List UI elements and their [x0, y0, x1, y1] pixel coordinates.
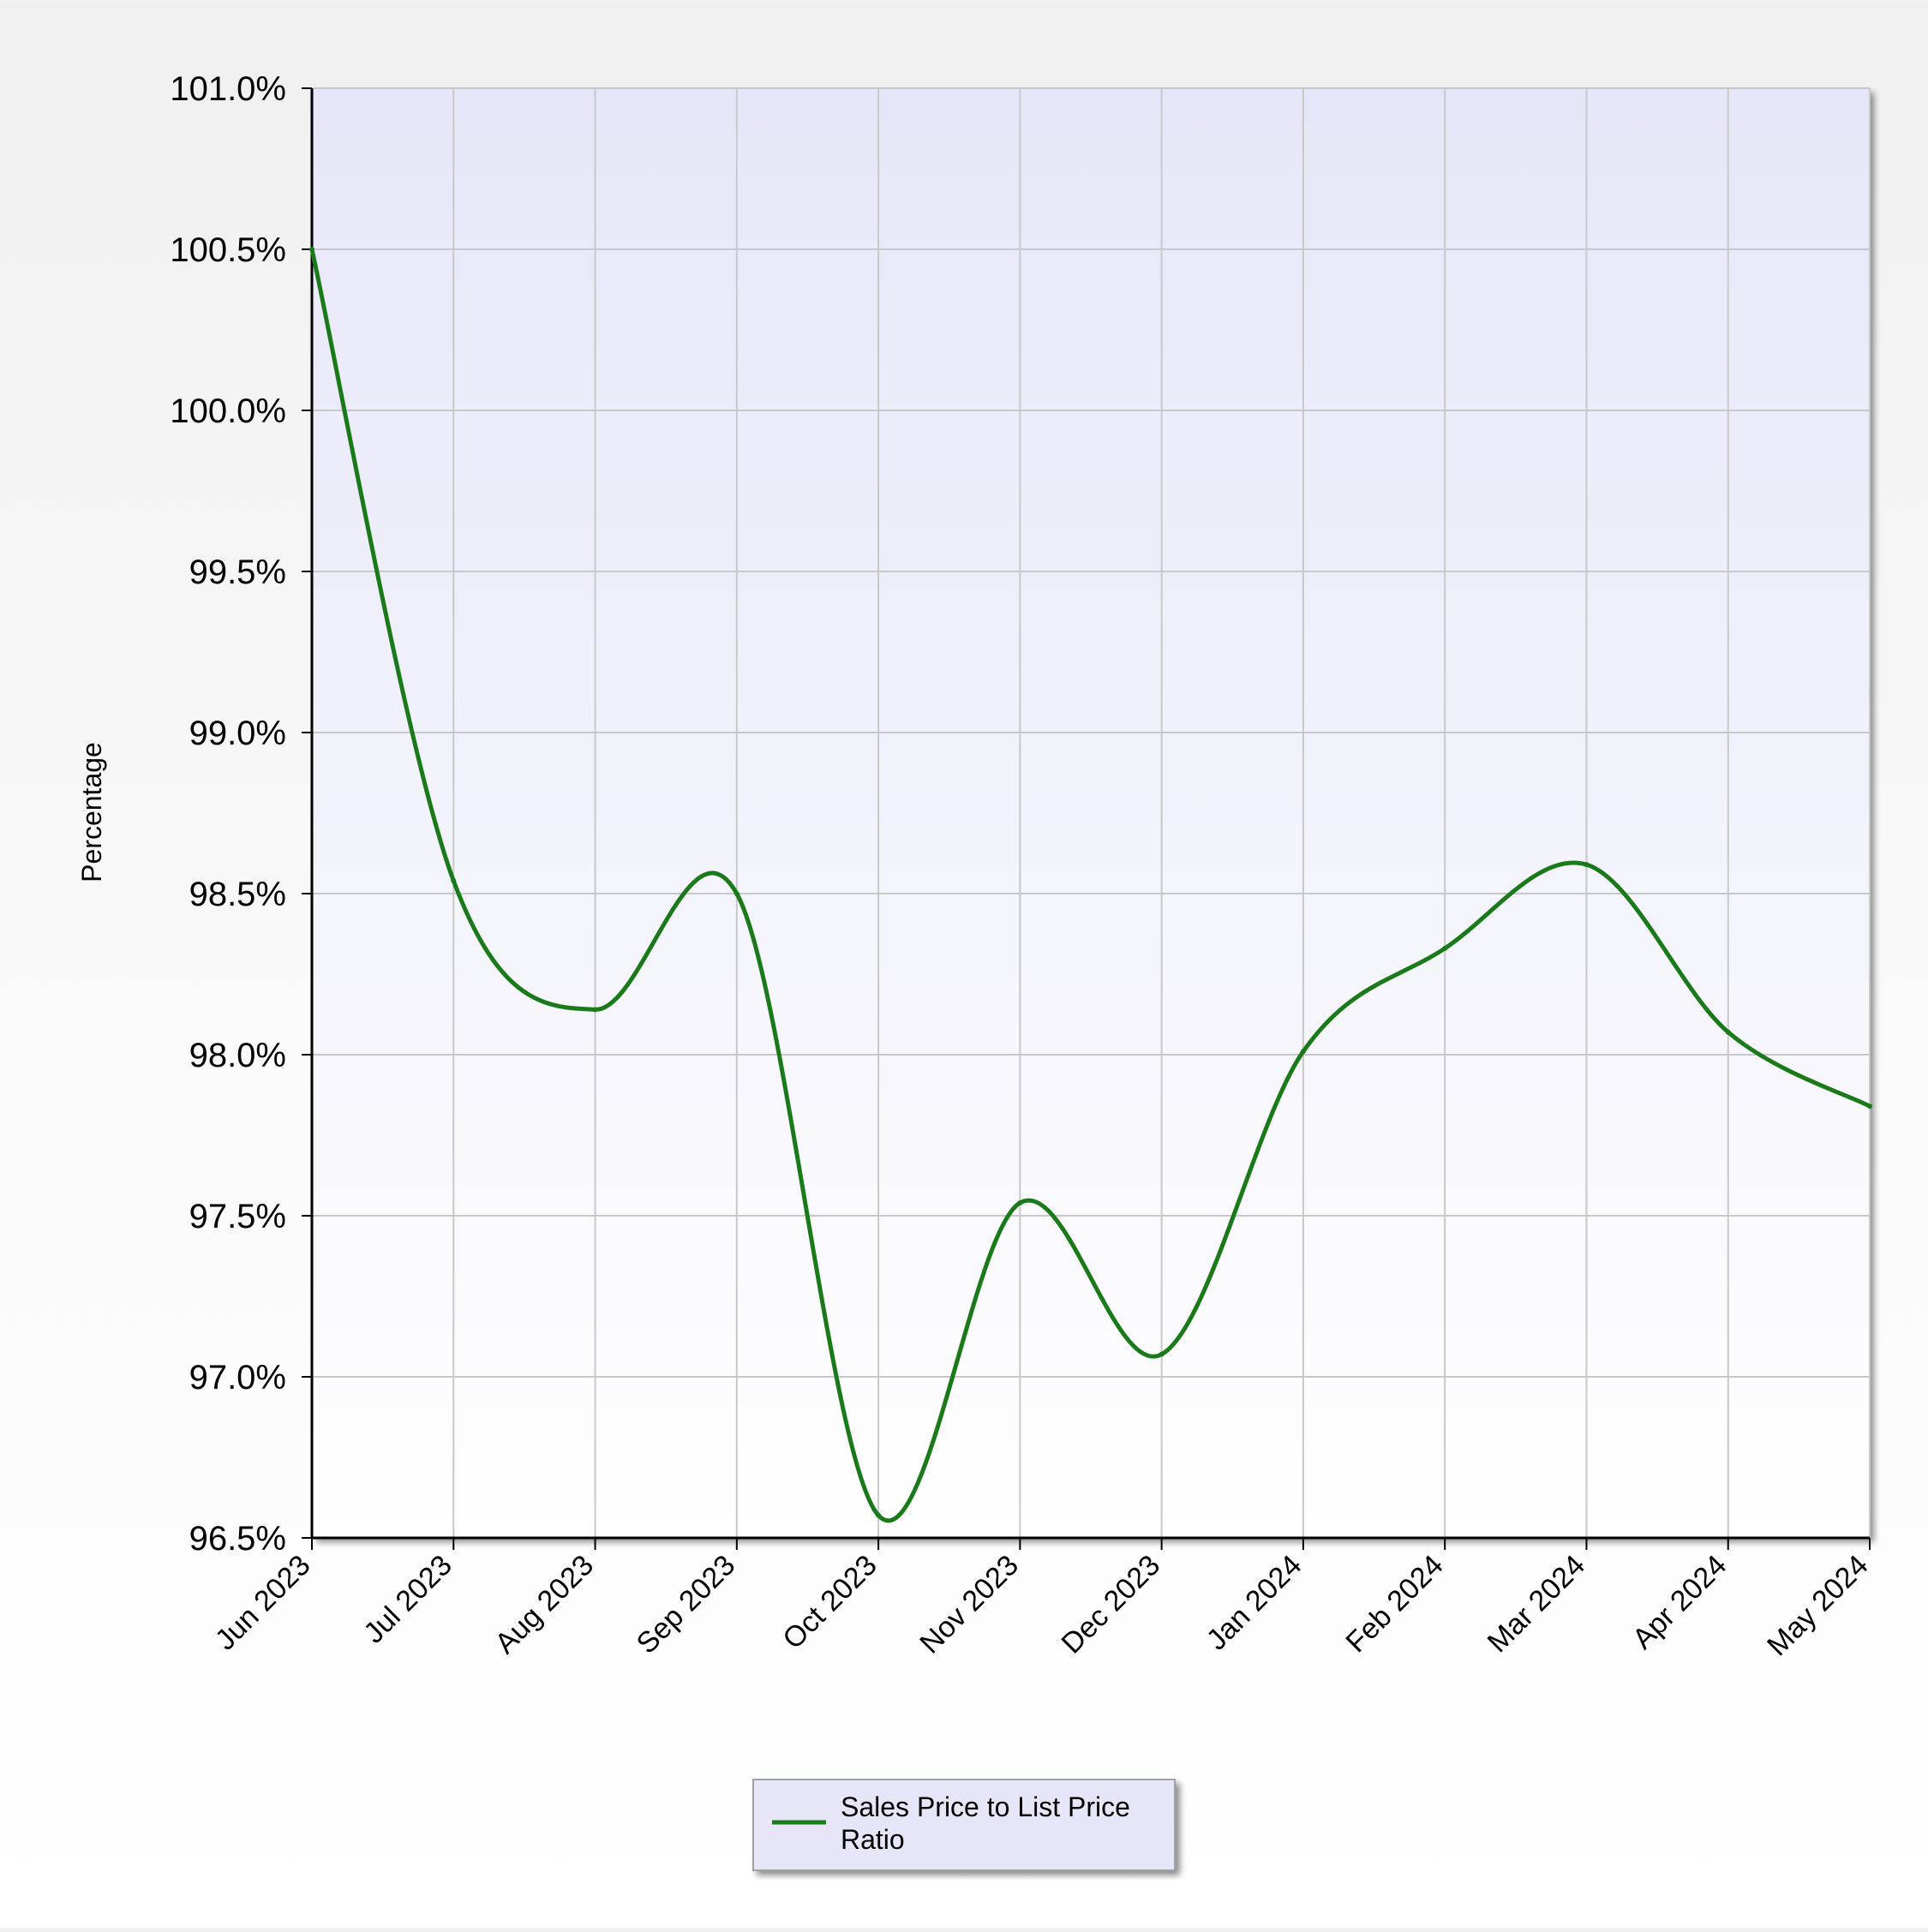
y-tick-label: 98.0%: [189, 1037, 286, 1074]
x-tick-label: Sep 2023: [631, 1549, 742, 1660]
data-point: [451, 877, 457, 883]
y-tick-label: 100.5%: [170, 231, 286, 269]
y-tick-label: 97.5%: [189, 1198, 286, 1235]
data-point: [592, 1007, 598, 1013]
y-tick-label: 101.0%: [170, 70, 286, 108]
y-axis-title: Percentage: [76, 742, 107, 882]
x-tick-label: Jul 2023: [357, 1549, 458, 1650]
x-tick-label: Feb 2024: [1339, 1549, 1449, 1659]
y-tick-label: 99.0%: [189, 715, 286, 752]
data-point: [876, 1512, 882, 1518]
plot-area: [312, 88, 1870, 1538]
x-tick-label: May 2024: [1761, 1549, 1874, 1662]
legend-box: [752, 1779, 1176, 1871]
series-line: [309, 247, 1872, 1523]
x-axis-ticks: Jun 2023 Jul 2023 Aug 2023 Sep 2023 Oct 2023…: [209, 1538, 1875, 1662]
series-layer: [309, 247, 1872, 1523]
y-tick-label: 97.0%: [189, 1359, 286, 1397]
data-point: [1442, 945, 1448, 951]
y-tick-label: 99.5%: [189, 553, 286, 591]
x-tick-label: Nov 2023: [913, 1549, 1025, 1660]
y-axis-ticks: 96.5% 97.0% 97.5% 98.0% 98.5% 99.0% 99.5% 100.0…: [170, 70, 312, 1558]
data-point: [1300, 1049, 1306, 1055]
x-tick-label: Apr 2024: [1626, 1549, 1733, 1655]
legend-label-line-2: Ratio: [841, 1824, 905, 1855]
data-point: [1159, 1351, 1165, 1357]
x-tick-label: Dec 2023: [1056, 1549, 1167, 1660]
legend: Sales Price to List Price Ratio: [752, 1779, 1176, 1871]
x-tick-label: Jan 2024: [1201, 1549, 1308, 1657]
legend-label-line-1: Sales Price to List Price: [841, 1791, 1130, 1822]
axes: [310, 88, 1870, 1540]
x-tick-label: Mar 2024: [1482, 1549, 1591, 1659]
y-tick-label: 100.0%: [170, 392, 286, 430]
data-point: [309, 247, 314, 252]
x-tick-label: Aug 2023: [488, 1549, 600, 1660]
y-tick-label: 96.5%: [189, 1520, 286, 1558]
data-point: [1017, 1199, 1023, 1205]
data-point: [1584, 862, 1590, 868]
data-point: [733, 891, 739, 896]
x-tick-label: Oct 2023: [776, 1549, 883, 1655]
data-point: [1867, 1104, 1872, 1110]
x-tick-label: Jun 2023: [209, 1549, 317, 1657]
y-tick-label: 98.5%: [189, 876, 286, 913]
data-point: [1725, 1029, 1731, 1035]
